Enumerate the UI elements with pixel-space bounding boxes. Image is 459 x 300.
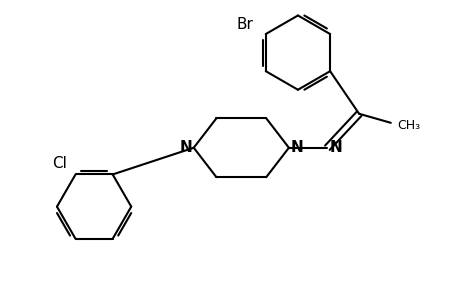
Text: CH₃: CH₃ <box>397 118 420 132</box>
Text: N: N <box>329 140 341 155</box>
Text: N: N <box>179 140 191 155</box>
Text: N: N <box>290 140 303 155</box>
Text: Br: Br <box>236 17 253 32</box>
Text: Cl: Cl <box>52 156 67 171</box>
